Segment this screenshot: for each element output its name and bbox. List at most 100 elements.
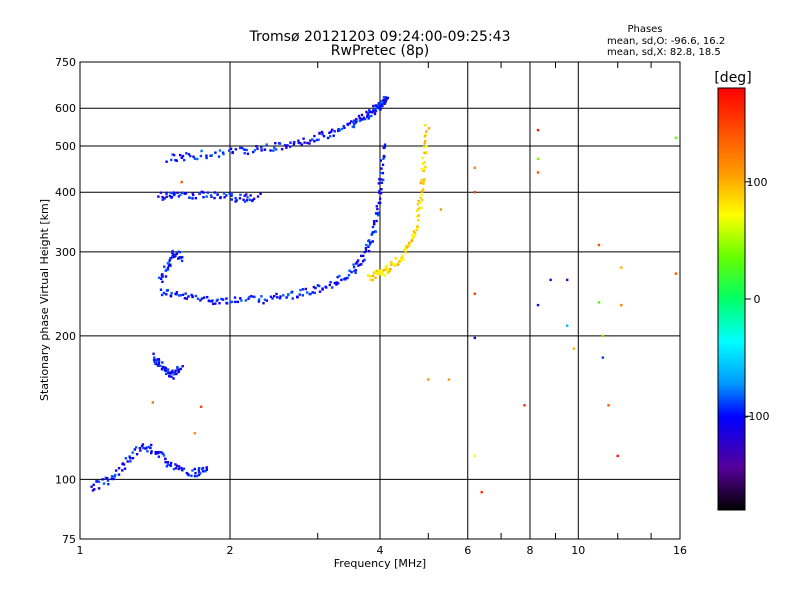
chart-title: Tromsø 20121203 09:24:00-09:25:43 bbox=[249, 29, 511, 45]
trace-point bbox=[309, 139, 312, 142]
trace-point bbox=[423, 151, 426, 154]
trace-point bbox=[382, 269, 386, 272]
trace-point bbox=[328, 131, 331, 134]
trace-point bbox=[368, 239, 371, 242]
trace-point bbox=[257, 298, 261, 301]
trace-point bbox=[245, 199, 249, 202]
trace-point bbox=[357, 264, 360, 267]
trace-point bbox=[185, 471, 189, 475]
scatter-point bbox=[572, 347, 576, 350]
trace-point bbox=[246, 196, 249, 199]
trace-point bbox=[317, 138, 320, 141]
trace-point bbox=[422, 145, 426, 149]
trace-point bbox=[176, 368, 179, 372]
y-tick-label: 100 bbox=[55, 473, 76, 486]
trace-point bbox=[377, 102, 381, 105]
trace-point bbox=[213, 196, 216, 200]
trace-point bbox=[128, 455, 131, 458]
trace-point bbox=[169, 461, 173, 465]
trace-point bbox=[230, 300, 234, 303]
trace-point bbox=[331, 286, 334, 289]
trace-point bbox=[260, 149, 263, 152]
trace-point bbox=[382, 146, 385, 150]
trace-point bbox=[229, 300, 232, 304]
trace-point bbox=[154, 451, 157, 454]
trace-point bbox=[336, 275, 339, 279]
trace-point bbox=[378, 106, 382, 110]
trace-point bbox=[199, 154, 203, 158]
trace-point bbox=[420, 193, 423, 197]
trace-point bbox=[306, 141, 309, 145]
colorbar-tick-label: 100 bbox=[747, 176, 768, 189]
trace-point bbox=[235, 199, 238, 202]
trace-point bbox=[170, 291, 173, 295]
trace-point bbox=[230, 194, 233, 197]
trace-point bbox=[97, 480, 101, 483]
trace-point bbox=[420, 168, 423, 171]
scatter-point bbox=[549, 278, 552, 282]
trace-point bbox=[241, 146, 244, 150]
trace-point bbox=[361, 118, 364, 121]
trace-point bbox=[160, 293, 164, 297]
trace-point bbox=[178, 465, 181, 468]
trace-point bbox=[180, 259, 184, 263]
trace-point bbox=[174, 463, 177, 466]
trace-point bbox=[201, 467, 204, 471]
trace-point bbox=[421, 156, 424, 160]
trace-point bbox=[206, 295, 209, 299]
x-tick-labels: 1 2 4 6 8 10 16 bbox=[77, 544, 688, 557]
trace-point bbox=[336, 282, 340, 285]
trace-point bbox=[138, 446, 142, 450]
trace-point bbox=[321, 133, 324, 136]
trace-point bbox=[140, 444, 144, 448]
trace-point bbox=[375, 219, 378, 223]
trace-point bbox=[129, 460, 132, 463]
trace-point bbox=[367, 117, 370, 120]
trace-point bbox=[421, 162, 425, 165]
trace-point bbox=[417, 214, 420, 217]
trace-point bbox=[163, 265, 166, 268]
trace-point bbox=[415, 215, 419, 218]
trace-point bbox=[420, 206, 423, 209]
trace-point bbox=[263, 148, 266, 151]
trace-point bbox=[418, 201, 422, 204]
trace-point bbox=[355, 117, 358, 121]
scatter-point bbox=[620, 266, 623, 269]
trace-point bbox=[342, 124, 345, 128]
trace-point bbox=[381, 104, 384, 108]
trace-point bbox=[386, 264, 389, 268]
trace-point bbox=[179, 193, 182, 197]
trace-point bbox=[196, 157, 199, 161]
trace-point bbox=[246, 152, 250, 155]
trace-point bbox=[366, 274, 370, 277]
trace-point bbox=[404, 246, 407, 250]
trace-point bbox=[173, 371, 176, 374]
trace-point bbox=[414, 232, 417, 235]
trace-point bbox=[234, 300, 237, 304]
trace-point bbox=[179, 367, 182, 371]
chart-subtitle: RwPretec (8p) bbox=[331, 43, 429, 59]
trace-point bbox=[213, 191, 216, 194]
trace-point bbox=[163, 197, 166, 200]
trace-point bbox=[110, 475, 114, 478]
trace-point bbox=[333, 130, 336, 133]
trace-point bbox=[380, 181, 384, 184]
trace-point bbox=[170, 158, 173, 162]
trace-point bbox=[381, 270, 384, 273]
trace-point bbox=[363, 258, 366, 262]
trace-point bbox=[188, 196, 191, 199]
trace-point bbox=[156, 450, 160, 454]
trace-point bbox=[378, 197, 382, 200]
trace-point bbox=[296, 296, 299, 299]
trace-point bbox=[394, 257, 397, 260]
scatter-point bbox=[597, 243, 601, 247]
trace-point bbox=[374, 109, 378, 112]
stats-x: mean, sd,X: 82.8, 18.5 bbox=[607, 47, 721, 58]
y-axis-label: Stationary phase Virtual Height [km] bbox=[38, 199, 51, 401]
trace-point bbox=[102, 482, 106, 485]
trace-point bbox=[166, 268, 170, 271]
trace-point bbox=[92, 483, 95, 486]
trace-point bbox=[166, 266, 170, 269]
trace-point bbox=[152, 352, 155, 355]
trace-point bbox=[236, 300, 240, 304]
